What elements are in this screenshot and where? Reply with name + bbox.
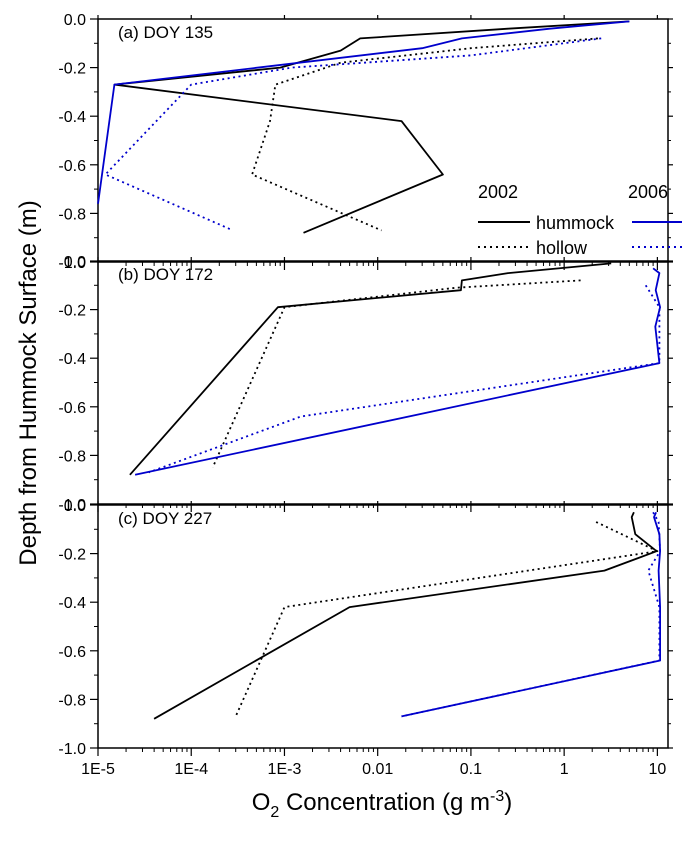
series-2006-hummock: [134, 267, 661, 476]
y-tick-label: -1.0: [58, 497, 86, 514]
x-tick-label: 1E-5: [81, 761, 115, 778]
panel-3: 0.0 -0.2 -0.4 -0.6 -0.8 -1.0 1E-5 1E-4 1E-3 0.01 0…: [58, 498, 673, 778]
x-axis-title: O2 Concentration (g m-3): [252, 788, 513, 821]
series-2002-hollow: [211, 279, 581, 468]
legend-year-2006: 2006: [628, 182, 668, 202]
y-tick-label: 0.0: [64, 498, 86, 515]
y-tick-label: 0.0: [64, 254, 86, 271]
x-tick-label: 1E-3: [268, 761, 302, 778]
legend-year-2002: 2002: [478, 182, 518, 202]
series-2006-hollow: [401, 511, 661, 718]
x-title-rest: Concentration (g m: [279, 789, 490, 816]
series-2006-hummock: [97, 20, 630, 204]
series-2002-hollow: [234, 521, 659, 717]
panel-frame: [97, 504, 669, 749]
y-axis-title: Depth from Hummock Surface (m): [15, 200, 42, 565]
y-tick-label: -0.4: [58, 351, 86, 368]
panel-label: (a) DOY 135: [118, 23, 213, 42]
x-tick-label: 1E-4: [174, 761, 208, 778]
series-2006-hummock: [401, 511, 661, 718]
series-2002-hummock: [129, 262, 612, 476]
series-2006-hollow: [148, 284, 661, 474]
y-tick-label: -0.6: [58, 644, 86, 661]
y-tick-label: -0.6: [58, 400, 86, 417]
x-title-end: ): [504, 789, 512, 816]
series-2006-hollow: [104, 37, 602, 232]
legend-label-hollow: hollow: [536, 238, 588, 258]
x-title-subscript: 2: [270, 804, 279, 821]
panel-2: 0.0 -0.2 -0.4 -0.6 -0.8 -1.0 (b) DOY 172: [58, 254, 673, 514]
x-tick-label: 0.1: [460, 761, 482, 778]
x-tick-label: 10: [648, 761, 666, 778]
y-tick-label: -0.4: [58, 109, 86, 126]
series-2002-hollow: [251, 37, 598, 232]
y-tick-label: -0.2: [58, 547, 86, 564]
panel-label: (b) DOY 172: [118, 265, 213, 284]
y-tick-label: -0.6: [58, 158, 86, 175]
series-2002-hummock: [153, 511, 658, 720]
y-tick-label: -0.2: [58, 61, 86, 78]
panel-label: (c) DOY 227: [118, 509, 212, 528]
legend-label-hummock: hummock: [536, 213, 615, 233]
y-tick-label: 0.0: [64, 12, 86, 29]
x-tick-label: 1: [560, 761, 569, 778]
x-title-superscript: -3: [490, 788, 504, 805]
y-tick-label: -0.8: [58, 692, 86, 709]
y-tick-label: -0.2: [58, 303, 86, 320]
y-tick-label: -1.0: [58, 255, 86, 272]
y-tick-label: -0.8: [58, 448, 86, 465]
x-title-main: O: [252, 789, 271, 816]
x-tick-label: 0.01: [362, 761, 393, 778]
y-tick-label: -0.8: [58, 206, 86, 223]
panels-layer: 0.0 -0.2 -0.4 -0.6 -0.8 -1.0 (a) DOY 135 0.0 -0.…: [58, 12, 673, 778]
y-tick-label: -0.4: [58, 595, 86, 612]
panel-1: 0.0 -0.2 -0.4 -0.6 -0.8 -1.0 (a) DOY 135: [58, 12, 673, 272]
legend: 2002 2006 hummock hollow: [478, 182, 682, 258]
series-2002-hummock: [113, 20, 630, 234]
y-tick-label: -1.0: [58, 741, 86, 758]
